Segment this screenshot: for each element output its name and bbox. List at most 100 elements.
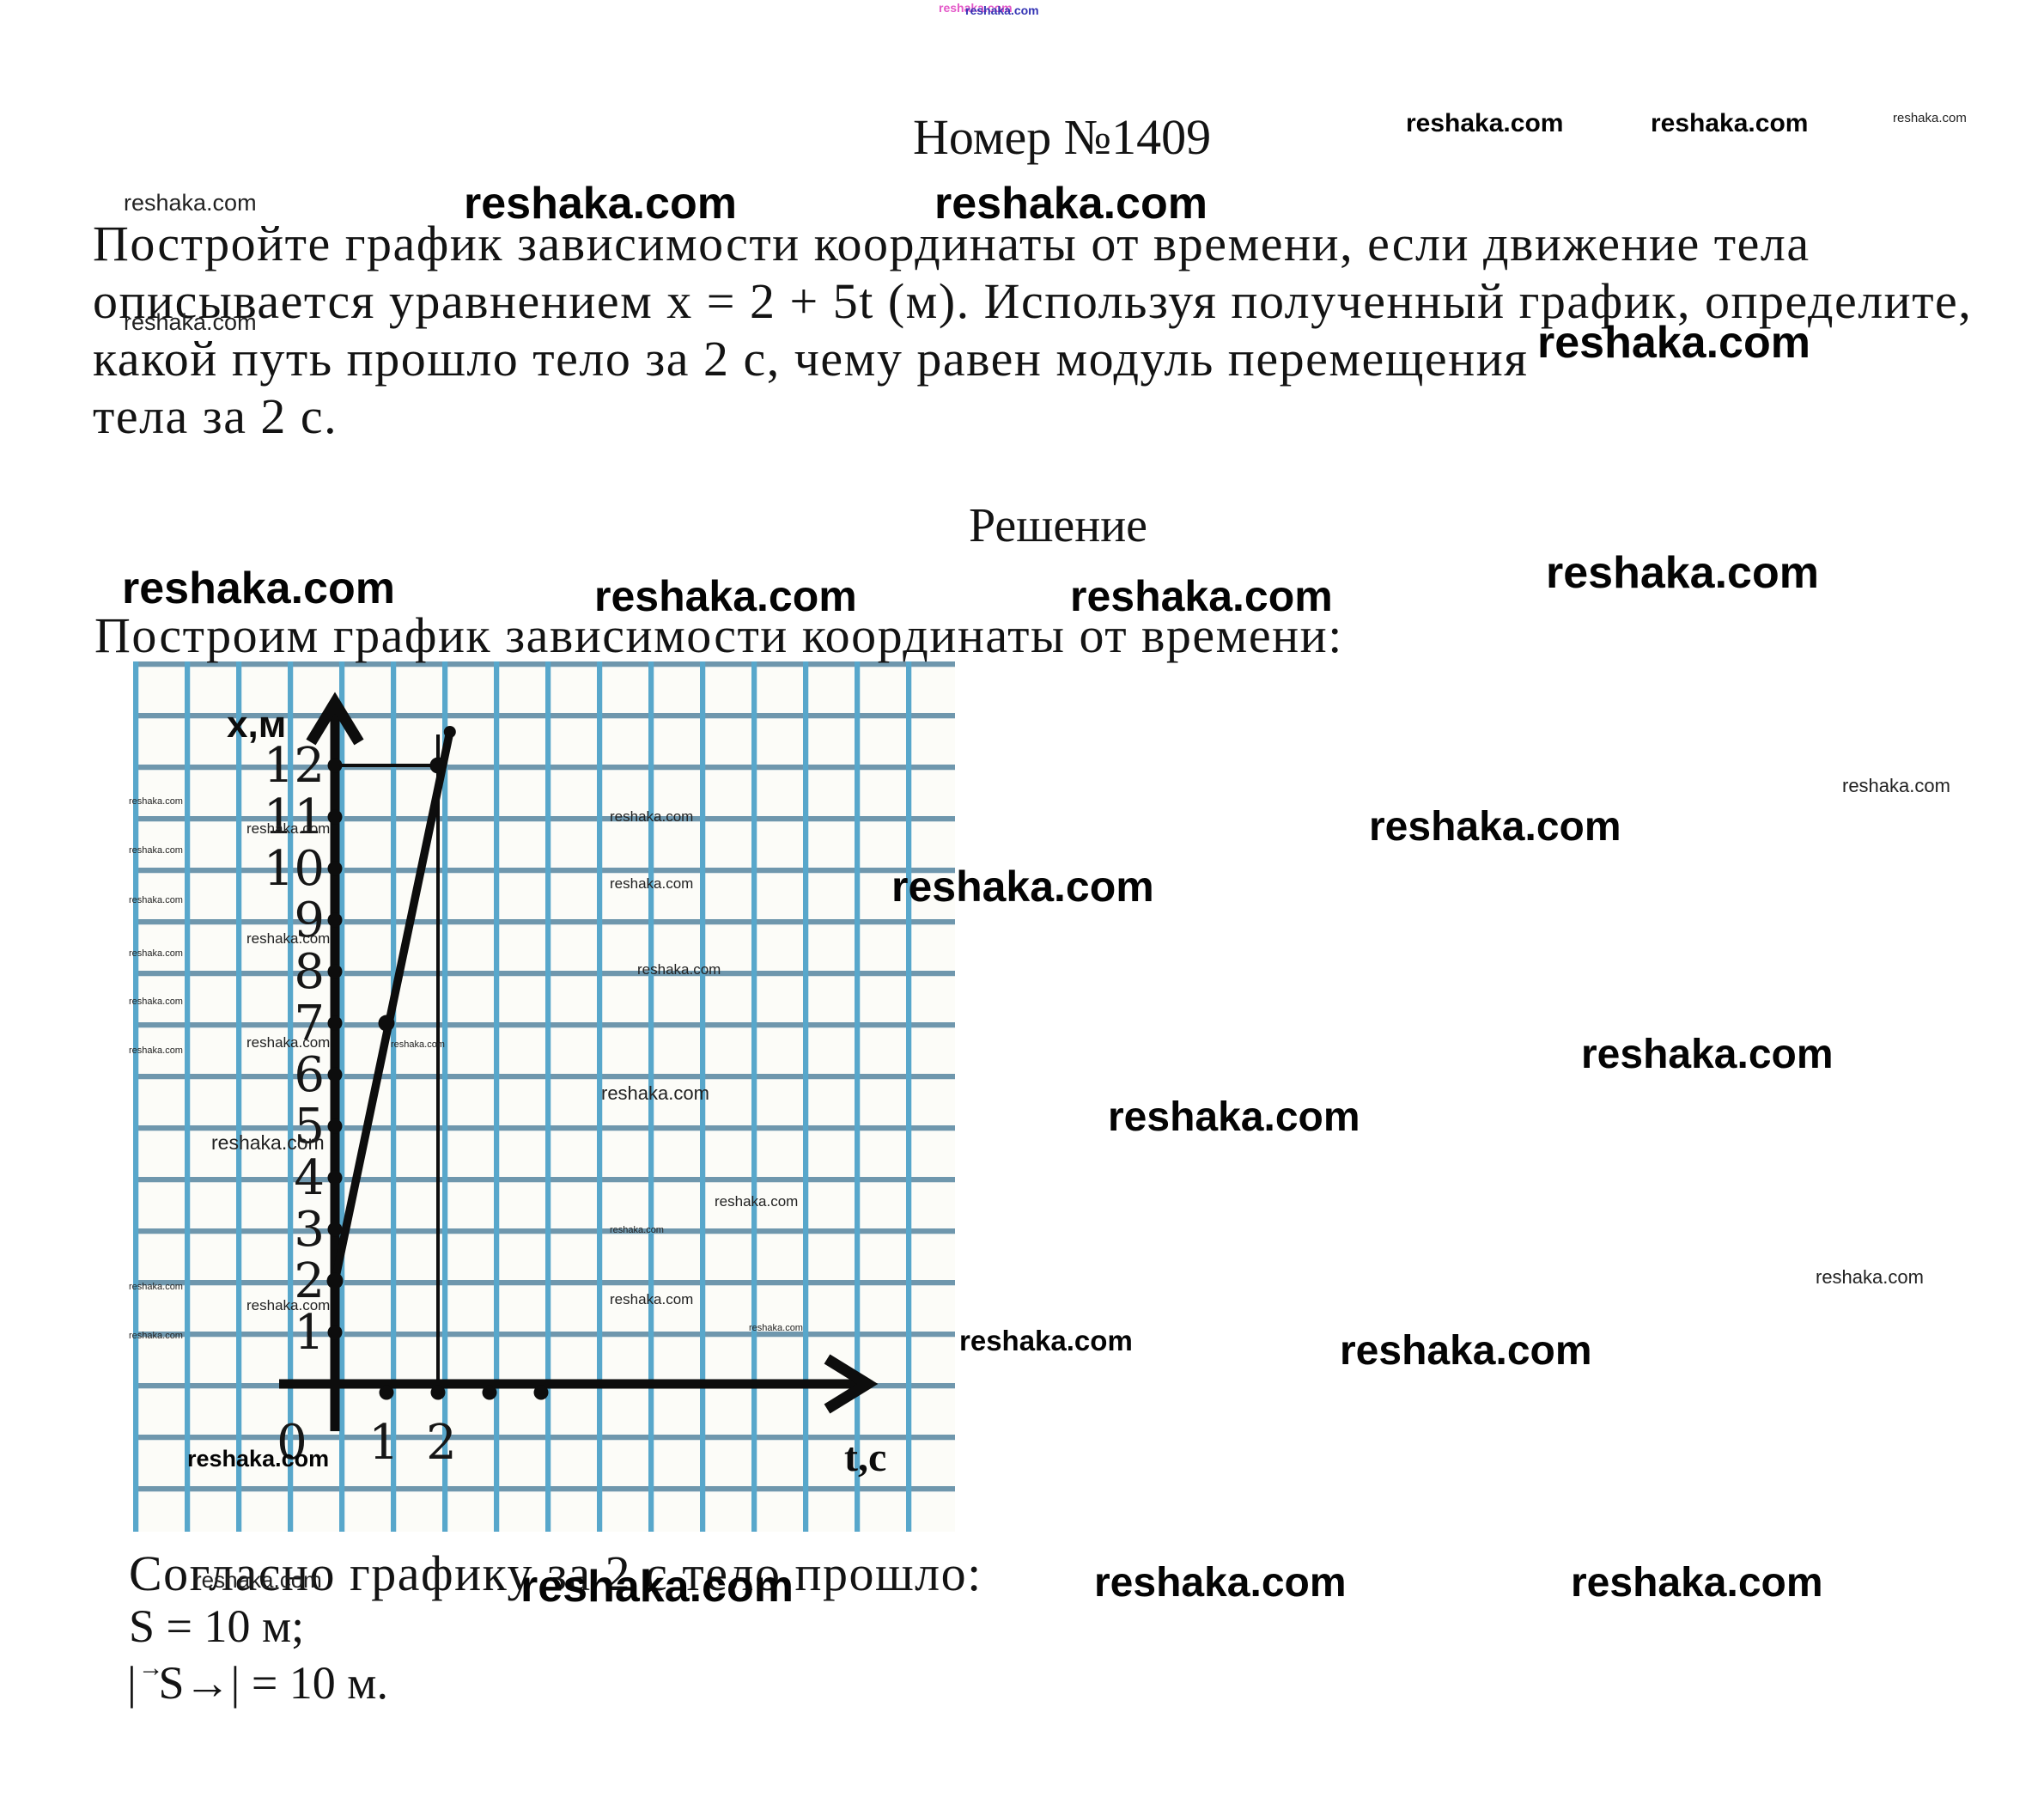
y-axis-tick-dot — [327, 1170, 343, 1185]
y-axis-tick-dot — [327, 861, 343, 876]
watermark-text: reshaka.com — [246, 1297, 331, 1313]
y-axis-tick-dot — [327, 1067, 343, 1082]
watermark-text: reshaka.com — [1893, 111, 1967, 125]
y-axis-tick-dot — [327, 1015, 343, 1031]
watermark-text: reshaka.com — [637, 961, 721, 978]
watermark-text: reshaka.com — [1651, 109, 1809, 137]
watermark-text: reshaka.com — [122, 564, 395, 613]
x-axis-label: t,с — [844, 1435, 886, 1480]
y-axis-tick-dot — [327, 1118, 343, 1134]
x-axis-tick-dot — [379, 1385, 394, 1400]
y-axis-tick-dot — [327, 1325, 343, 1340]
data-point-dot — [429, 757, 447, 774]
path-result-formula: S = 10 м; — [129, 1600, 305, 1652]
y-axis-label: x,м — [227, 704, 286, 746]
watermark-text: reshaka.com — [1581, 1032, 1834, 1077]
watermark-text: reshaka.com — [1571, 1560, 1823, 1606]
watermark-text: reshaka.com — [1537, 318, 1810, 368]
vector-arrow-icon: → — [137, 1655, 164, 1682]
x-axis-arrowhead-icon — [824, 1354, 879, 1414]
x-axis-tick-dot — [430, 1385, 446, 1400]
problem-text-line-2: описывается уравнением x = 2 + 5t (м). И… — [93, 273, 1973, 329]
watermark-text: reshaka.com — [129, 1282, 183, 1292]
watermark-text: reshaka.com — [124, 309, 257, 335]
data-point-dot — [378, 1015, 395, 1032]
problem-text-line-3: какой путь прошло тело за 2 с, чему раве… — [93, 331, 1529, 387]
x-axis-tick-dot — [482, 1385, 497, 1400]
abs-bar: | — [127, 1657, 137, 1709]
displacement-value: →| = 10 м. — [184, 1657, 388, 1709]
watermark-text: reshaka.com — [610, 875, 694, 892]
solution-intro-line: Построим график зависимости координаты о… — [94, 607, 1343, 663]
y-axis-tick-dot — [327, 758, 343, 773]
watermark-text: reshaka.com — [1816, 1266, 1924, 1288]
watermark-text: reshaka.com — [211, 1131, 325, 1154]
watermark-text: reshaka.com — [520, 1562, 794, 1612]
problem-text-line-4: тела за 2 с. — [93, 388, 338, 444]
y-tick-label: 2 — [294, 1253, 325, 1309]
y-tick-label: 4 — [294, 1150, 325, 1206]
watermark-text: reshaka.com — [610, 1225, 664, 1235]
watermark-text: reshaka.com — [1406, 109, 1564, 137]
y-axis-tick-dot — [327, 912, 343, 928]
watermark-text: reshaka.com — [891, 862, 1154, 911]
watermark-text: reshaka.com — [1070, 572, 1333, 620]
watermark-text: reshaka.com — [246, 820, 331, 837]
x-axis-tick-dot — [533, 1385, 549, 1400]
watermark-text: reshaka.com — [749, 1323, 803, 1333]
watermark-text: reshaka.com — [129, 796, 183, 807]
line-tip-dot — [443, 726, 456, 738]
y-tick-label: 5 — [294, 1099, 325, 1155]
watermark-text: reshaka.com — [1094, 1560, 1347, 1606]
watermark-text: reshaka.com — [610, 808, 694, 825]
watermark-text: reshaka.com — [391, 1039, 445, 1050]
watermark-text: reshaka.com — [1369, 804, 1621, 850]
y-tick-label: 12 — [264, 738, 325, 794]
y-tick-label: 9 — [294, 893, 325, 948]
x-tick-label: 1 — [368, 1415, 399, 1471]
solution-heading: Решение — [969, 499, 1148, 552]
watermark-text: reshaka.com — [124, 190, 257, 216]
watermark-text: reshaka.com — [715, 1193, 799, 1210]
y-tick-label: 7 — [294, 996, 325, 1051]
y-tick-label: 6 — [294, 1047, 325, 1103]
y-tick-label: 8 — [294, 944, 325, 1000]
watermark-text: reshaka.com — [1340, 1328, 1592, 1374]
y-tick-label: 1 — [294, 1305, 325, 1361]
watermark-text: reshaka.com — [965, 3, 1039, 17]
page-title: Номер №1409 — [913, 109, 1212, 165]
displacement-symbol: S — [158, 1657, 185, 1709]
y-axis-tick-dot — [327, 1222, 343, 1237]
watermark-text: reshaka.com — [129, 845, 183, 856]
watermark-text: reshaka.com — [1108, 1094, 1360, 1140]
watermark-text: reshaka.com — [610, 1291, 694, 1307]
conclusion-line: Согласно графику за 2 с тело прошло: — [129, 1545, 982, 1601]
watermark-text: reshaka.com — [194, 1567, 322, 1593]
watermark-text: reshaka.com — [959, 1325, 1133, 1356]
watermark-text: reshaka.com — [939, 1, 1013, 15]
watermark-text: reshaka.com — [129, 948, 183, 959]
y-axis-tick-dot — [327, 809, 343, 825]
watermark-text: reshaka.com — [934, 179, 1208, 229]
watermark-text: reshaka.com — [1546, 548, 1819, 598]
x-tick-label: 2 — [426, 1415, 457, 1471]
x-tick-label: 0 — [277, 1415, 307, 1471]
watermark-text: reshaka.com — [129, 895, 183, 905]
y-axis-tick-dot — [327, 964, 343, 979]
problem-text-line-1: Постройте график зависимости координаты … — [93, 216, 1810, 271]
graph-line — [331, 728, 454, 1285]
watermark-text: reshaka.com — [464, 179, 737, 229]
watermark-text: reshaka.com — [246, 1034, 331, 1051]
watermark-text: reshaka.com — [129, 1045, 183, 1056]
watermark-text: reshaka.com — [129, 1331, 183, 1341]
y-tick-label: 10 — [264, 841, 325, 897]
watermark-text: reshaka.com — [1842, 775, 1950, 796]
watermark-text: reshaka.com — [246, 930, 331, 947]
watermark-text: reshaka.com — [129, 997, 183, 1007]
y-axis-arrowhead-icon — [306, 692, 364, 746]
watermark-text: reshaka.com — [601, 1082, 709, 1104]
displacement-result-formula: |→S→| = 10 м. — [127, 1655, 388, 1710]
